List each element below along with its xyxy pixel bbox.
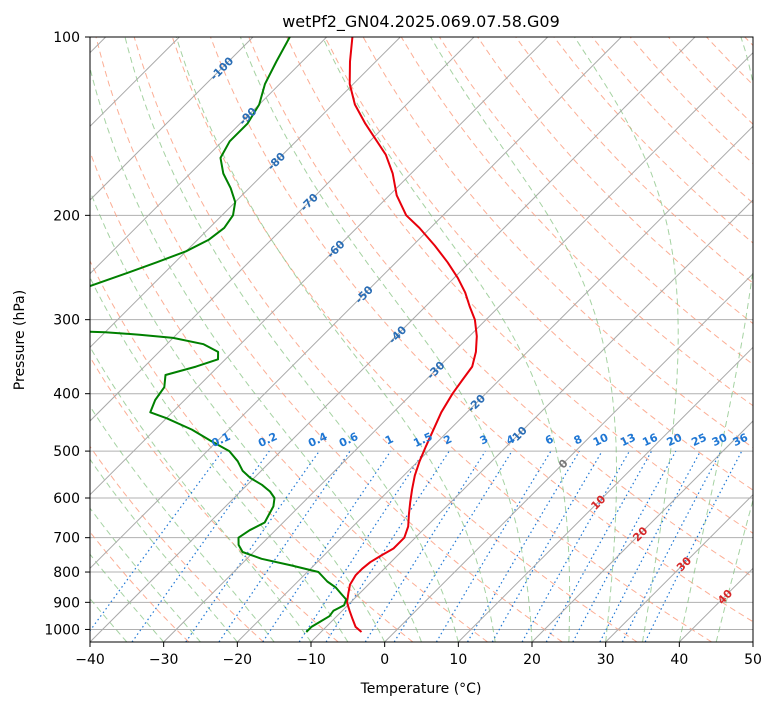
mixing-ratio-label: 25: [689, 431, 708, 449]
mixing-ratio-label: 16: [640, 431, 660, 449]
isotherm-line: [90, 37, 696, 642]
moist-adiabat-line: [574, 37, 679, 642]
isotherm-line: [163, 51, 753, 642]
dry-adiabat-line: [133, 37, 638, 642]
mixing-ratio-label: 20: [665, 431, 685, 449]
x-tick-label: 50: [744, 652, 762, 668]
moist-adiabat-line: [90, 458, 238, 642]
mixing-ratio-line: [572, 450, 677, 642]
dry-adiabat-line: [95, 37, 563, 642]
moist-adiabat-line: [90, 553, 165, 642]
isotherms: [90, 37, 753, 642]
isotherm-line: [310, 199, 753, 642]
isotherm-line: [90, 37, 254, 201]
y-tick-label: 700: [53, 531, 80, 547]
mixing-ratio-line: [435, 450, 552, 642]
y-tick-label: 500: [53, 444, 80, 460]
x-tick-label: 0: [380, 652, 389, 668]
isotherm-line: [384, 272, 753, 642]
dry-adiabat-line: [515, 37, 753, 284]
y-tick-label: 600: [53, 491, 80, 507]
moist-adiabat-line: [175, 37, 496, 642]
x-tick-label: 20: [523, 652, 541, 668]
x-axis-ticks: −40 −30 −20 −10 0 10 20 30 40 50: [75, 642, 762, 668]
x-tick-label: −30: [149, 652, 179, 668]
x-tick-label: −10: [296, 652, 326, 668]
dry-adiabat-line: [210, 37, 753, 623]
dry-adiabat-line: [324, 37, 753, 491]
isotherm-line: [90, 37, 328, 275]
mixing-ratio-label: 13: [618, 431, 637, 449]
moist-adiabat-line: [430, 37, 617, 642]
mixing-ratio-line: [325, 450, 450, 642]
y-tick-label: 800: [53, 565, 80, 581]
plot-area: -100-90-80-70-60-50-40-30-20-10010203040…: [90, 37, 753, 642]
moist-adiabat-line: [90, 65, 422, 642]
y-tick-label: 300: [53, 313, 80, 329]
moist-adiabat-line: [90, 276, 349, 642]
isotherm-line: [90, 37, 622, 570]
profile-series: [90, 37, 478, 633]
mixing-ratio-line: [185, 450, 320, 642]
x-tick-label: −40: [75, 652, 105, 668]
mixing-ratio-line: [364, 450, 486, 642]
dry-adiabat-line: [90, 445, 264, 642]
dewpoint-profile-line: [90, 37, 348, 633]
moist-adiabat-line: [90, 189, 386, 642]
moist-adiabats: [90, 37, 753, 642]
y-tick-label: 100: [53, 30, 80, 46]
y-tick-label: 1000: [44, 622, 80, 638]
dry-adiabat-line: [286, 37, 753, 534]
x-tick-label: 30: [597, 652, 615, 668]
x-tick-label: 40: [670, 652, 688, 668]
x-axis-label: Temperature (°C): [360, 681, 482, 697]
y-tick-label: 400: [53, 387, 80, 403]
x-tick-label: −20: [223, 652, 253, 668]
dry-adiabat-line: [90, 259, 414, 642]
plot-frame: [89, 36, 754, 643]
y-axis-ticks: 100 200 300 400 500 600 700 800 900 1000: [44, 30, 90, 638]
mixing-ratio-label: 36: [731, 431, 751, 449]
mixing-ratio-line: [599, 450, 702, 642]
isotherm-line: [605, 493, 753, 642]
moist-adiabat-line: [90, 405, 275, 642]
moist-adiabat-line: [678, 37, 753, 642]
y-axis-label: Pressure (hPa): [12, 290, 28, 390]
isotherm-line: [90, 37, 475, 422]
isotherm-line: [457, 346, 753, 642]
mixing-ratio-line: [262, 450, 392, 642]
isotherm-line: [531, 420, 753, 642]
mixing-ratio-line: [466, 450, 580, 642]
x-tick-label: 10: [449, 652, 467, 668]
dry-adiabat-line: [248, 37, 753, 578]
moist-adiabat-line: [322, 37, 571, 642]
isotherm-line: [236, 125, 753, 642]
moist-adiabat-line: [90, 507, 201, 642]
mixing-ratio-line: [298, 450, 425, 642]
y-tick-label: 200: [53, 208, 80, 224]
moist-adiabat-line: [124, 37, 459, 642]
chart-title: wetPf2_GN04.2025.069.07.58.G09: [282, 12, 560, 32]
dry-adiabat-line: [171, 37, 712, 642]
moist-adiabat-line: [90, 597, 128, 642]
mixing-ratio-label: 10: [591, 431, 611, 449]
temperature-profile-line: [346, 37, 478, 633]
mixing-ratio-label: 30: [710, 431, 730, 449]
mixing-ratio-line: [218, 450, 351, 642]
isotherm-line: [90, 37, 549, 496]
moist-adiabat-line: [715, 498, 753, 642]
y-tick-label: 900: [53, 595, 80, 611]
isotherm-line: [90, 37, 401, 349]
moist-adiabat-line: [239, 37, 533, 642]
